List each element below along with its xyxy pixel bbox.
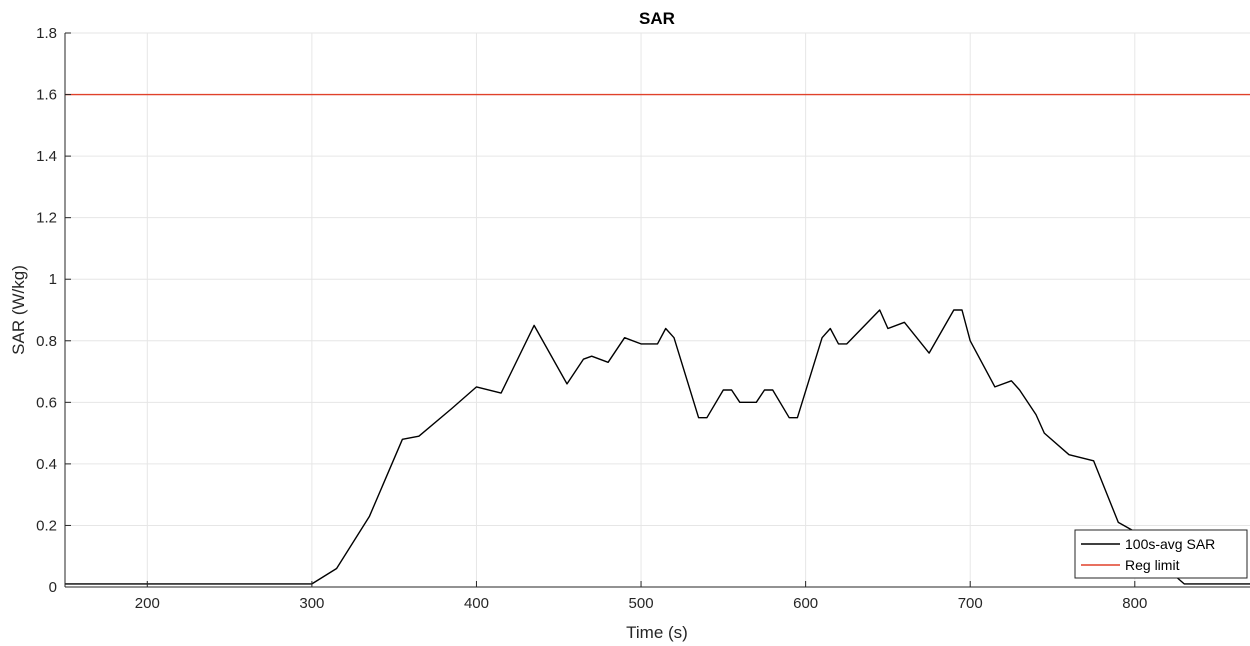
x-tick-label: 300	[299, 595, 324, 612]
legend: 100s-avg SAR Reg limit	[1074, 529, 1248, 579]
y-tick-label: 0	[49, 579, 57, 596]
series-layer	[65, 93, 1250, 585]
grid-lines	[65, 32, 1250, 588]
y-tick-label: 0.8	[36, 333, 57, 350]
series-line-100s-avg-sar	[65, 309, 1250, 585]
y-tick-label: 0.4	[36, 456, 57, 473]
y-tick-label: 1.4	[36, 148, 57, 165]
tick-labels: 200 300 400 500 600 700 800 0 0.2 0.4 0.6 0.8 1 1.2 1.…	[36, 25, 1147, 612]
y-tick-label: 1.6	[36, 87, 57, 104]
y-tick-label: 1	[49, 271, 57, 288]
plot-background	[65, 33, 1250, 587]
x-tick-label: 500	[629, 595, 654, 612]
x-tick-label: 800	[1122, 595, 1147, 612]
legend-box	[1074, 529, 1248, 579]
x-tick-label: 600	[793, 595, 818, 612]
x-tick-label: 700	[958, 595, 983, 612]
y-tick-label: 0.6	[36, 394, 57, 411]
chart-title: SAR	[639, 9, 675, 28]
y-tick-label: 0.2	[36, 517, 57, 534]
axes	[64, 32, 1250, 588]
x-tick-label: 200	[135, 595, 160, 612]
legend-label-reg-limit: Reg limit	[1125, 557, 1180, 573]
y-tick-label: 1.2	[36, 210, 57, 227]
x-axis-title: Time (s)	[626, 623, 688, 642]
legend-label-100s-avg-sar: 100s-avg SAR	[1125, 536, 1215, 552]
y-axis-title: SAR (W/kg)	[9, 265, 28, 355]
x-tick-label: 400	[464, 595, 489, 612]
y-tick-label: 1.8	[36, 25, 57, 42]
